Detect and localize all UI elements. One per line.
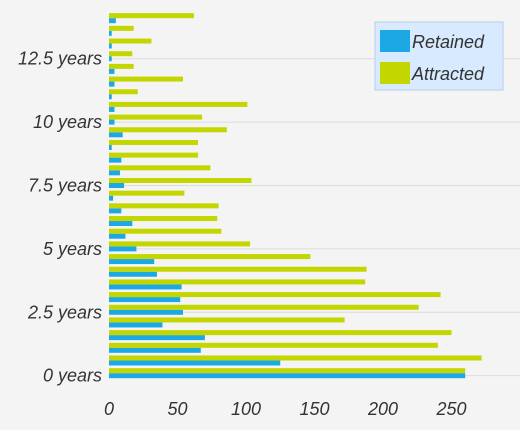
- bar-retained-19: [109, 132, 123, 138]
- bar-retained-3: [109, 335, 205, 341]
- bar-retained-7: [109, 284, 182, 290]
- bar-retained-16: [109, 170, 120, 176]
- bar-attracted-15: [109, 177, 252, 183]
- x-tick-label-5: 250: [435, 399, 466, 419]
- bar-retained-2: [109, 347, 201, 353]
- bar-retained-21: [109, 106, 115, 112]
- legend-label-retained: Retained: [412, 32, 485, 52]
- bar-attracted-3: [109, 330, 452, 336]
- bar-attracted-25: [109, 51, 133, 57]
- bar-retained-15: [109, 182, 125, 188]
- bar-retained-27: [109, 30, 112, 36]
- bar-attracted-4: [109, 317, 345, 323]
- bar-attracted-20: [109, 114, 203, 120]
- y-tick-label-1: 2.5 years: [27, 302, 102, 322]
- bar-retained-23: [109, 81, 115, 87]
- bar-attracted-0: [109, 368, 466, 374]
- bar-retained-18: [109, 144, 112, 150]
- bar-attracted-19: [109, 127, 227, 133]
- bar-retained-22: [109, 94, 112, 100]
- x-axis-tick-labels: 0 50 100 150 200 250: [104, 399, 467, 419]
- bar-attracted-27: [109, 25, 134, 31]
- bar-attracted-18: [109, 139, 199, 145]
- bar-retained-25: [109, 56, 112, 62]
- legend-swatch-attracted: [380, 62, 410, 84]
- bar-retained-12: [109, 221, 133, 227]
- bar-retained-28: [109, 18, 116, 24]
- bar-attracted-28: [109, 13, 194, 19]
- bar-retained-1: [109, 360, 281, 366]
- x-tick-label-3: 150: [299, 399, 329, 419]
- bar-attracted-16: [109, 165, 211, 171]
- x-tick-label-2: 100: [231, 399, 261, 419]
- bar-retained-26: [109, 43, 112, 49]
- x-tick-label-0: 0: [104, 399, 114, 419]
- bar-retained-24: [109, 68, 115, 74]
- x-tick-label-4: 200: [367, 399, 398, 419]
- bar-retained-20: [109, 119, 115, 125]
- y-tick-label-5: 12.5 years: [18, 49, 102, 69]
- y-tick-label-4: 10 years: [33, 112, 102, 132]
- bar-retained-4: [109, 322, 163, 328]
- bar-attracted-21: [109, 101, 248, 107]
- bar-attracted-17: [109, 152, 199, 158]
- bar-attracted-10: [109, 241, 251, 247]
- bar-attracted-23: [109, 76, 183, 82]
- bar-attracted-9: [109, 254, 311, 260]
- bar-attracted-6: [109, 292, 441, 298]
- bar-attracted-26: [109, 38, 152, 44]
- bar-attracted-13: [109, 203, 219, 209]
- bars: [109, 13, 482, 379]
- bar-attracted-7: [109, 279, 366, 285]
- bar-retained-8: [109, 271, 157, 277]
- legend-swatch-retained: [380, 30, 410, 52]
- bar-attracted-8: [109, 266, 367, 272]
- bar-attracted-22: [109, 89, 138, 95]
- bar-retained-14: [109, 195, 114, 201]
- bar-retained-9: [109, 259, 155, 265]
- bar-attracted-24: [109, 63, 134, 69]
- bar-retained-17: [109, 157, 122, 163]
- bar-attracted-1: [109, 355, 482, 361]
- bar-retained-0: [109, 373, 466, 379]
- bar-retained-10: [109, 246, 137, 252]
- bar-retained-13: [109, 208, 122, 214]
- bar-attracted-14: [109, 190, 185, 196]
- bar-retained-6: [109, 297, 181, 303]
- bar-attracted-12: [109, 216, 218, 222]
- bar-retained-5: [109, 309, 183, 315]
- legend: Retained Attracted: [374, 21, 504, 91]
- bar-attracted-2: [109, 342, 438, 348]
- bar-retained-11: [109, 233, 126, 239]
- y-tick-label-0: 0 years: [43, 366, 102, 386]
- bar-attracted-11: [109, 228, 222, 234]
- x-tick-label-1: 50: [167, 399, 187, 419]
- y-tick-label-2: 5 years: [43, 239, 102, 259]
- y-axis-tick-labels: 0 years 2.5 years 5 years 7.5 years 10 years…: [18, 49, 102, 386]
- bar-attracted-5: [109, 304, 419, 310]
- y-tick-label-3: 7.5 years: [28, 175, 102, 195]
- legend-label-attracted: Attracted: [411, 64, 485, 84]
